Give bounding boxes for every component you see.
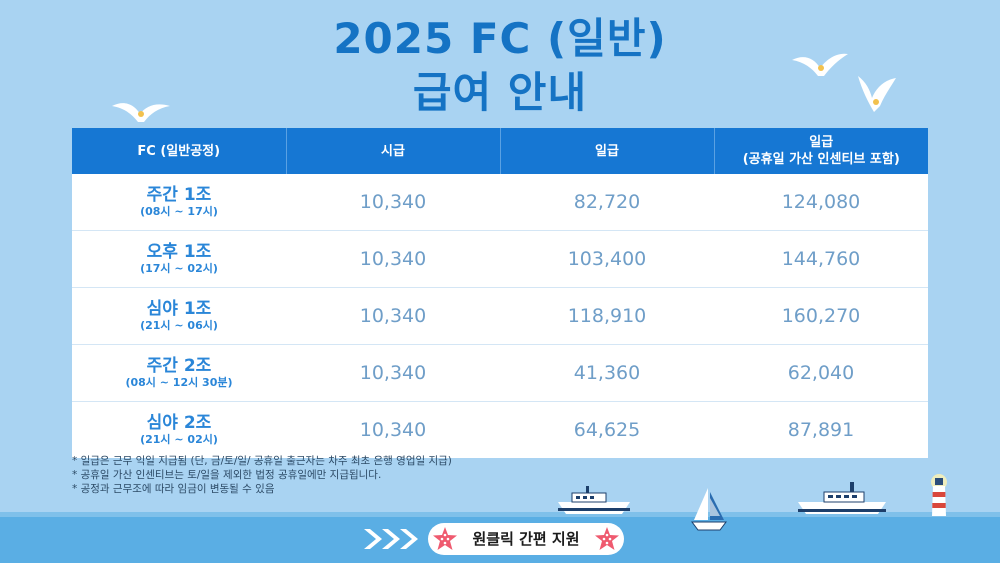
holiday-wage: 160,270	[714, 287, 928, 345]
daily-wage: 103,400	[500, 230, 714, 288]
table-row: 심야 2조 (21시 ~ 02시) 10,340 64,625 87,891	[72, 401, 928, 458]
daily-wage: 82,720	[500, 174, 714, 231]
apply-button[interactable]: 원클릭 간편 지원	[428, 523, 624, 555]
shift-cell: 심야 1조 (21시 ~ 06시)	[72, 287, 286, 345]
page-title: 2025 FC (일반)	[333, 14, 667, 63]
daily-wage: 41,360	[500, 344, 714, 402]
shift-time: (08시 ~ 17시)	[140, 205, 218, 218]
chevron-right-icon	[364, 529, 418, 549]
holiday-wage: 87,891	[714, 401, 928, 458]
shift-time: (21시 ~ 02시)	[140, 433, 218, 446]
shift-time: (17시 ~ 02시)	[140, 262, 218, 275]
hourly-wage: 10,340	[286, 174, 500, 231]
apply-cta[interactable]: 원클릭 간편 지원	[362, 521, 624, 557]
daily-wage: 118,910	[500, 287, 714, 345]
holiday-wage: 144,760	[714, 230, 928, 288]
seagull-icon	[858, 76, 896, 112]
shift-name: 주간 1조	[146, 185, 212, 205]
shift-time: (08시 ~ 12시 30분)	[125, 376, 233, 389]
table-row: 주간 1조 (08시 ~ 17시) 10,340 82,720 124,080	[72, 174, 928, 231]
shift-time: (21시 ~ 06시)	[140, 319, 218, 332]
hourly-wage: 10,340	[286, 230, 500, 288]
shift-cell: 오후 1조 (17시 ~ 02시)	[72, 230, 286, 288]
header-daily-holiday: 일급 (공휴일 가산 인센티브 포함)	[714, 128, 928, 174]
table-header-row: FC (일반공정) 시급 일급 일급 (공휴일 가산 인센티브 포함)	[72, 128, 928, 174]
daily-wage: 64,625	[500, 401, 714, 458]
salary-table: FC (일반공정) 시급 일급 일급 (공휴일 가산 인센티브 포함) 주간 1…	[72, 128, 928, 458]
footnotes: * 일급은 근무 익일 지급됨 (단, 금/토/일/ 공휴일 출근자는 차주 최…	[72, 454, 452, 496]
footnote: * 공휴일 가산 인센티브는 토/일을 제외한 법정 공휴일에만 지급됩니다.	[72, 469, 382, 481]
header-process: FC (일반공정)	[72, 128, 287, 174]
shift-name: 오후 1조	[146, 242, 212, 262]
shift-cell: 주간 2조 (08시 ~ 12시 30분)	[72, 344, 286, 402]
header-daily: 일급	[500, 128, 715, 174]
hourly-wage: 10,340	[286, 287, 500, 345]
shift-cell: 주간 1조 (08시 ~ 17시)	[72, 174, 286, 231]
seagull-icon	[112, 103, 170, 122]
shift-name: 주간 2조	[146, 356, 212, 376]
seagull-icon	[792, 53, 848, 76]
shift-cell: 심야 2조 (21시 ~ 02시)	[72, 401, 286, 458]
ship-icon	[798, 482, 886, 514]
shift-name: 심야 1조	[146, 299, 212, 319]
hourly-wage: 10,340	[286, 344, 500, 402]
sea-surface	[0, 512, 1000, 517]
footnote: * 공정과 근무조에 따라 임금이 변동될 수 있음	[72, 483, 275, 495]
page-subtitle: 급여 안내	[412, 68, 588, 117]
shift-name: 심야 2조	[146, 413, 212, 433]
holiday-wage: 124,080	[714, 174, 928, 231]
ship-icon	[558, 486, 630, 514]
header-hourly: 시급	[286, 128, 501, 174]
star-icon	[595, 527, 619, 550]
star-icon	[433, 527, 457, 550]
table-row: 오후 1조 (17시 ~ 02시) 10,340 103,400 144,760	[72, 230, 928, 288]
sailboat-icon	[691, 488, 727, 531]
apply-button-label: 원클릭 간편 지원	[472, 530, 580, 548]
table-row: 주간 2조 (08시 ~ 12시 30분) 10,340 41,360 62,0…	[72, 344, 928, 402]
lighthouse-icon	[931, 474, 947, 516]
table-row: 심야 1조 (21시 ~ 06시) 10,340 118,910 160,270	[72, 287, 928, 345]
holiday-wage: 62,040	[714, 344, 928, 402]
hourly-wage: 10,340	[286, 401, 500, 458]
footnote: * 일급은 근무 익일 지급됨 (단, 금/토/일/ 공휴일 출근자는 차주 최…	[72, 455, 452, 467]
